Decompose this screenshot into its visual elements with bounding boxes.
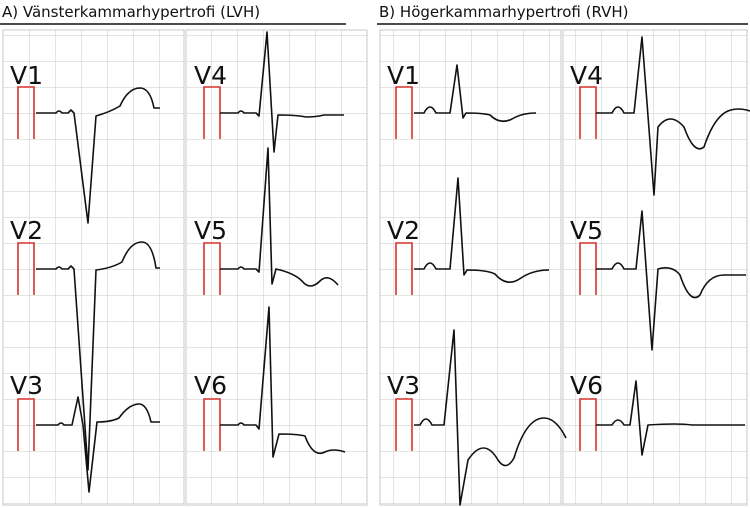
ecg-traces-rvh (414, 36, 750, 506)
grid (562, 29, 748, 506)
lead-label: V1 (387, 61, 420, 90)
panel-title: B) Högerkammarhypertrofi (RVH) (379, 3, 628, 21)
lead-label: V5 (570, 216, 603, 245)
grid (379, 29, 562, 506)
lead-label: V4 (570, 61, 603, 90)
ecg-traces-lvh (36, 31, 346, 493)
lead-label: V2 (10, 216, 43, 245)
lead-label: V3 (10, 371, 43, 400)
grid (185, 29, 368, 506)
grid (2, 29, 185, 506)
lead-label: V6 (570, 371, 603, 400)
lead-label: V6 (194, 371, 227, 400)
lead-label: V5 (194, 216, 227, 245)
lead-label: V1 (10, 61, 43, 90)
lead-label: V3 (387, 371, 420, 400)
panel-title: A) Vänsterkammarhypertrofi (LVH) (2, 3, 260, 21)
lead-label: V2 (387, 216, 420, 245)
lead-label: V4 (194, 61, 227, 90)
